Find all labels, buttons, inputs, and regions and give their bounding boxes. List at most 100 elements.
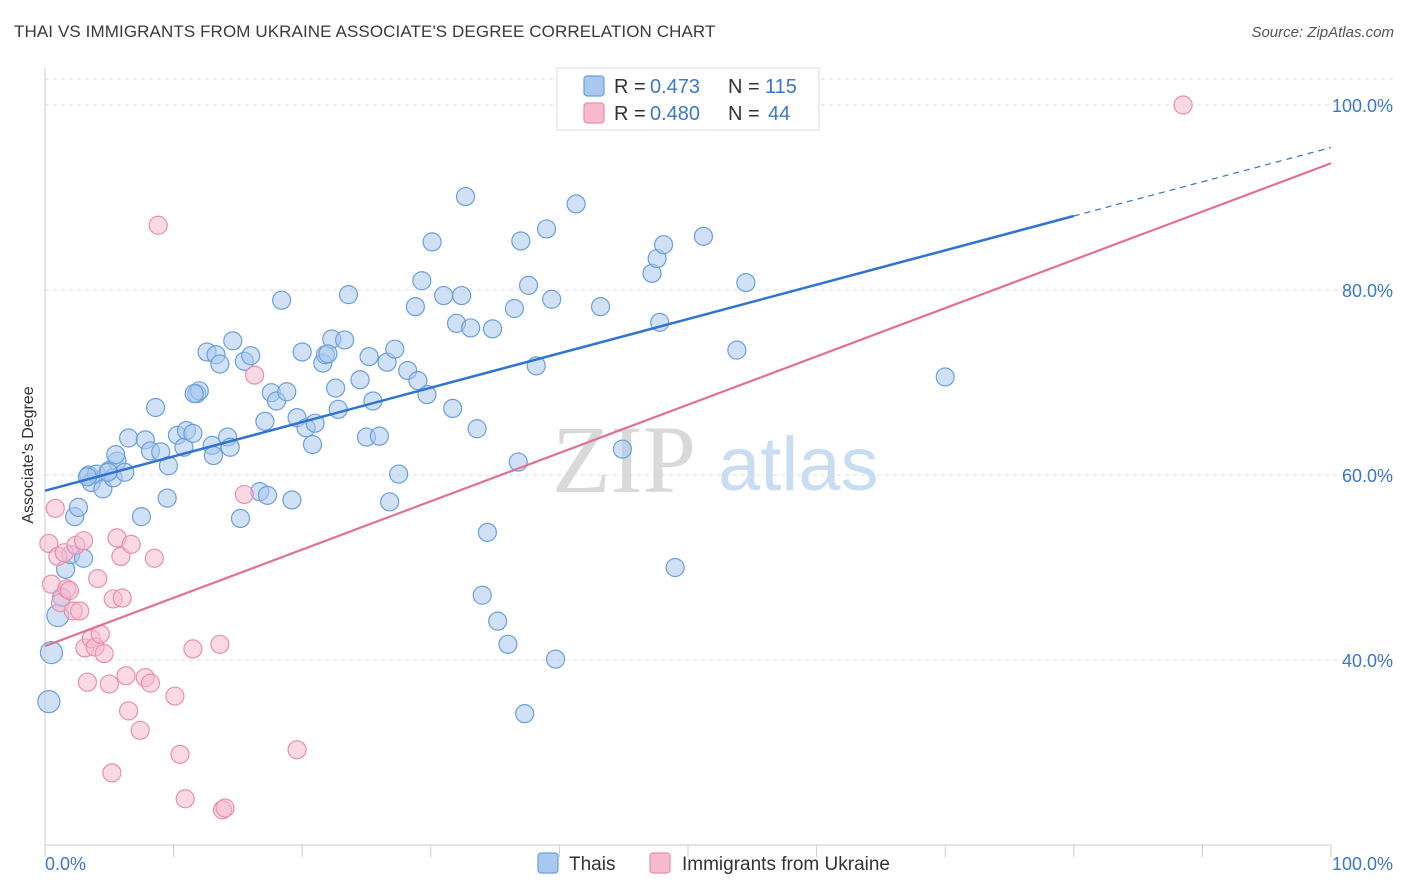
ukraine-point xyxy=(94,643,114,664)
thai-point xyxy=(282,490,302,510)
thai-point xyxy=(653,235,674,255)
thai-point xyxy=(131,507,152,527)
thai-point xyxy=(302,434,323,455)
y-tick-label: 80.0% xyxy=(1342,281,1393,301)
ukraine-point xyxy=(148,215,168,235)
ukraine-point xyxy=(73,531,94,551)
x-tick-label-max: 100.0% xyxy=(1332,854,1393,874)
thai-point xyxy=(727,340,747,360)
thai-point xyxy=(277,382,297,402)
ukraine-point xyxy=(88,568,108,589)
thai-point xyxy=(452,285,472,306)
thai-point xyxy=(665,557,685,578)
thai-point xyxy=(472,585,492,605)
thai-point xyxy=(461,318,481,338)
legend-thai-swatch xyxy=(583,75,605,97)
ukraine-point xyxy=(183,639,203,659)
thai-point xyxy=(434,285,454,306)
ukraine-point xyxy=(144,548,164,568)
thai-point xyxy=(545,649,566,669)
x-ticks xyxy=(44,845,1332,857)
thai-point xyxy=(39,640,64,665)
thai-point xyxy=(467,419,487,439)
ukraine-point xyxy=(170,744,190,764)
thai-point xyxy=(68,497,89,517)
thai-point xyxy=(498,634,518,654)
thai-point xyxy=(203,445,224,466)
thai-point xyxy=(408,371,428,391)
thai-point xyxy=(515,704,535,724)
thai-point xyxy=(272,290,292,310)
thai-point xyxy=(335,330,355,350)
ukraine-point xyxy=(1173,95,1193,115)
thai-point xyxy=(326,378,346,398)
ukraine-point xyxy=(99,674,119,694)
thai-trend-line xyxy=(44,214,1075,492)
ukraine-point xyxy=(121,534,141,554)
thai-point xyxy=(412,271,432,291)
thai-point xyxy=(230,508,251,529)
thai-point xyxy=(183,423,203,443)
legend-thai-r-value: 0.473 xyxy=(650,76,700,98)
ukraine-point xyxy=(165,686,185,706)
ukraine-point xyxy=(175,789,195,809)
legend-thai-n-label: N = xyxy=(728,76,760,98)
ukraine-trend-line xyxy=(44,162,1332,648)
thai-point xyxy=(318,344,338,364)
thai-point xyxy=(518,275,539,295)
ukraine-point xyxy=(140,673,161,693)
thai-point xyxy=(350,370,370,390)
ukraine-point xyxy=(118,701,139,721)
ukraine-point xyxy=(234,484,254,505)
thai-point xyxy=(504,298,524,319)
watermark-atlas: atlas xyxy=(718,422,879,507)
thai-point xyxy=(477,522,497,542)
bottom-legend-thai-label: Thais xyxy=(569,854,615,875)
y-axis-label: Associate's Degree xyxy=(20,386,37,523)
thai-point xyxy=(935,367,955,387)
ukraine-point xyxy=(102,763,122,783)
legend-ukraine-n-value: 44 xyxy=(768,103,790,125)
thai-point xyxy=(145,397,166,418)
ukraine-point xyxy=(59,581,80,601)
x-tick-label-min: 0.0% xyxy=(45,854,86,874)
thai-point xyxy=(359,347,379,367)
legend-ukraine-n-label: N = xyxy=(728,103,760,125)
y-tick-label: 40.0% xyxy=(1342,651,1393,671)
ukraine-point xyxy=(45,498,65,518)
bottom-legend-ukraine-label: Immigrants from Ukraine xyxy=(682,854,890,875)
thai-point xyxy=(257,485,278,505)
ukraine-point xyxy=(70,601,90,621)
thai-point xyxy=(488,611,508,631)
thai-point xyxy=(328,399,348,419)
watermark-zip: ZIP xyxy=(552,406,696,513)
legend-ukraine-r-label: R = xyxy=(614,103,646,125)
y-tick-label: 100.0% xyxy=(1332,96,1393,116)
bottom-legend-ukraine-swatch xyxy=(649,852,671,874)
y-tick-labels: 40.0% 60.0% 80.0% 100.0% xyxy=(1332,96,1393,671)
thai-point xyxy=(736,273,756,293)
thai-point xyxy=(536,219,557,239)
chart-title: THAI VS IMMIGRANTS FROM UKRAINE ASSOCIAT… xyxy=(14,22,716,41)
thai-point xyxy=(455,186,476,207)
trend-lines xyxy=(44,146,1332,648)
ukraine-points xyxy=(39,95,1193,820)
thai-point xyxy=(255,411,275,431)
thai-point xyxy=(157,488,177,508)
thai-point xyxy=(292,342,312,362)
thai-point xyxy=(590,297,611,317)
ukraine-point xyxy=(77,672,98,692)
thai-point xyxy=(511,231,531,251)
legend-ukraine-swatch xyxy=(583,102,605,124)
bottom-legend-thai-swatch xyxy=(537,852,559,874)
ukraine-point xyxy=(112,588,132,608)
thai-point xyxy=(380,492,400,512)
thai-point xyxy=(405,297,425,317)
thai-point xyxy=(369,426,389,446)
thai-point xyxy=(693,226,714,246)
y-tick-label: 60.0% xyxy=(1342,466,1393,486)
ukraine-point xyxy=(130,720,150,740)
thai-point xyxy=(37,690,61,714)
legend-thai-r-label: R = xyxy=(614,76,646,98)
